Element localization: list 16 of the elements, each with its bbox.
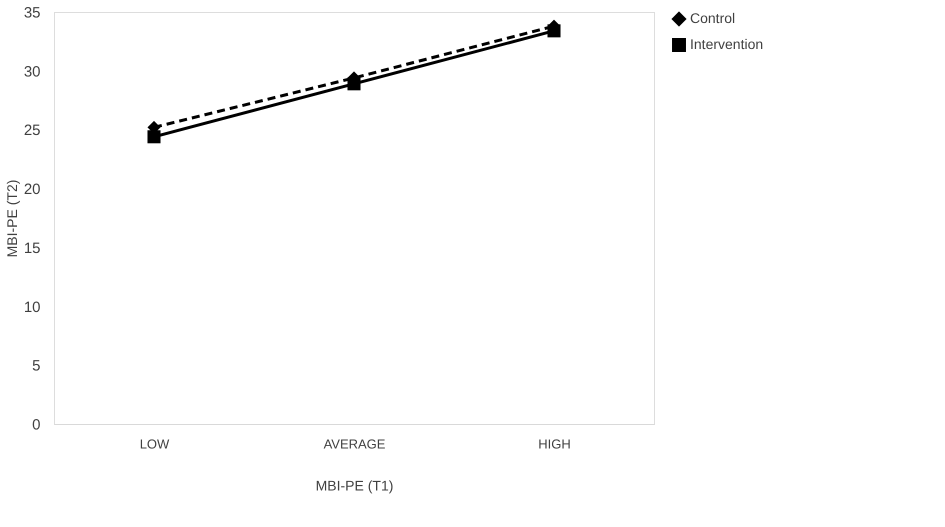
y-tick-label: 5: [32, 358, 40, 375]
legend-label: Intervention: [690, 36, 764, 52]
y-tick-label: 15: [24, 240, 40, 257]
y-tick-label: 10: [24, 298, 40, 316]
x-tick-label: LOW: [140, 436, 170, 452]
legend-label: Control: [690, 10, 736, 26]
y-tick-label: 0: [32, 416, 40, 434]
y-tick-label: 30: [24, 63, 40, 80]
y-tick-label: 25: [24, 122, 40, 140]
y-tick-label: 20: [24, 181, 40, 198]
x-tick-label: HIGH: [538, 436, 571, 452]
y-axis-title: MBI-PE (T2): [4, 180, 20, 258]
y-tick-label: 35: [24, 4, 40, 22]
point: [147, 130, 161, 144]
x-axis-title: MBI-PE (T1): [316, 478, 394, 494]
x-tick-label: AVERAGE: [324, 436, 386, 452]
